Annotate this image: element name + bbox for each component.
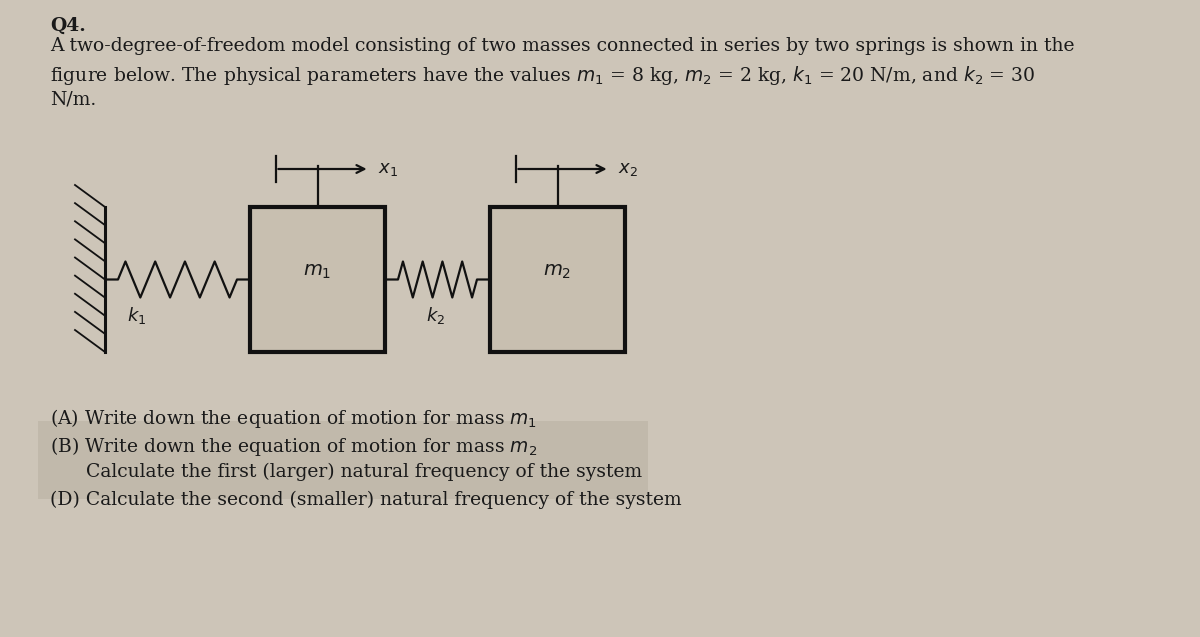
Text: $m_2$: $m_2$ xyxy=(544,263,571,282)
Text: (D) Calculate the second (smaller) natural frequency of the system: (D) Calculate the second (smaller) natur… xyxy=(50,491,682,509)
Text: (B) Write down the equation of motion for mass $m_2$: (B) Write down the equation of motion fo… xyxy=(50,435,538,458)
Text: $x_2$: $x_2$ xyxy=(618,160,637,178)
Text: N/m.: N/m. xyxy=(50,91,96,109)
Bar xyxy=(490,207,625,352)
Text: figure below. The physical parameters have the values $m_1$ = 8 kg, $m_2$ = 2 kg: figure below. The physical parameters ha… xyxy=(50,64,1036,87)
Text: $m_1$: $m_1$ xyxy=(304,263,331,282)
Bar xyxy=(250,207,385,352)
Text: $k_2$: $k_2$ xyxy=(426,306,445,327)
Bar xyxy=(38,421,648,499)
Text: A two-degree-of-freedom model consisting of two masses connected in series by tw: A two-degree-of-freedom model consisting… xyxy=(50,37,1074,55)
Text: Calculate the first (larger) natural frequency of the system: Calculate the first (larger) natural fre… xyxy=(50,463,642,481)
Text: $k_1$: $k_1$ xyxy=(127,306,146,327)
Text: Q4.: Q4. xyxy=(50,17,85,35)
Text: $x_1$: $x_1$ xyxy=(378,160,397,178)
Text: (A) Write down the equation of motion for mass $m_1$: (A) Write down the equation of motion fo… xyxy=(50,407,538,430)
